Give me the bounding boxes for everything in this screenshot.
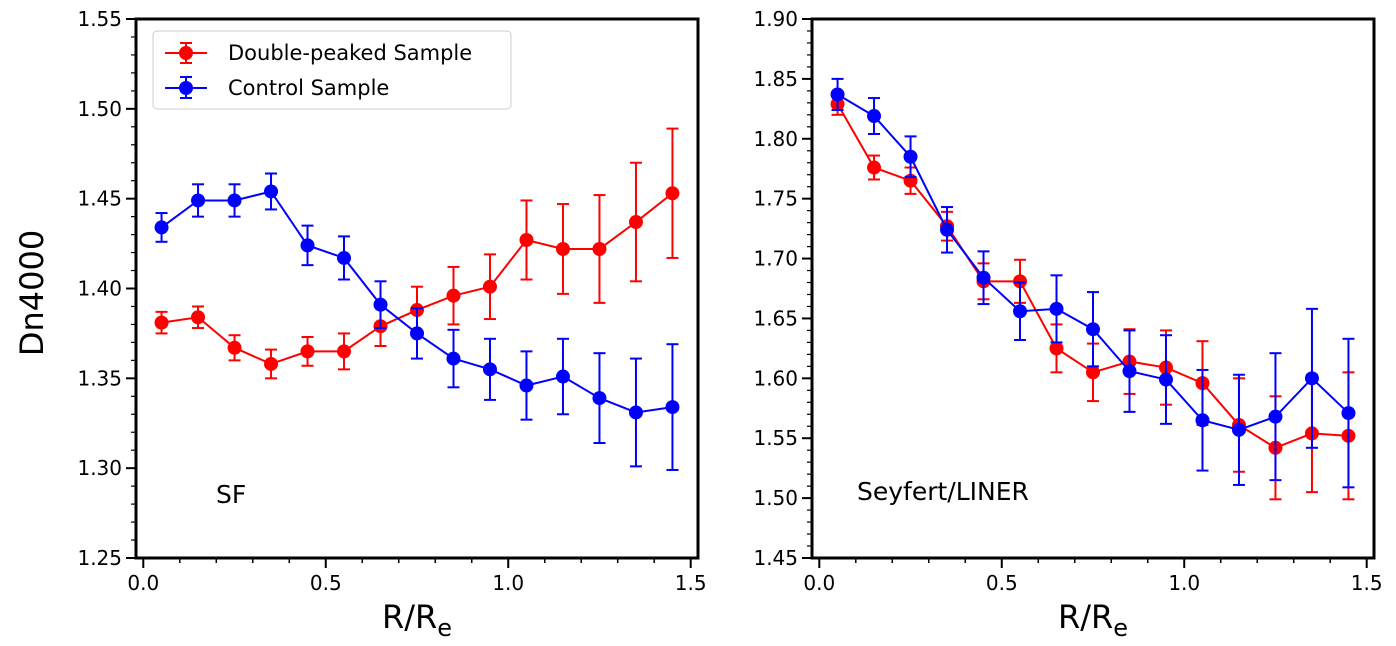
x-tick-label: 0.0 xyxy=(127,571,159,595)
y-tick-label: 1.25 xyxy=(77,546,122,570)
y-tick-label: 1.35 xyxy=(77,366,122,390)
data-point-double-peaked xyxy=(154,315,169,330)
data-point-control xyxy=(555,369,570,384)
data-point-control xyxy=(519,378,534,393)
panel-sf: 0.0 0.5 1.0 1.5 1.25 1.30 1.35 1.40 1.45 1.50 1.55… xyxy=(77,7,706,642)
x-axis-label-seyfert-liner: R/Re xyxy=(1058,598,1128,642)
panel-sf-label: SF xyxy=(216,480,246,509)
data-point-control xyxy=(300,238,315,253)
data-point-control xyxy=(1122,364,1137,379)
y-tick-label: 1.85 xyxy=(753,67,798,91)
data-point-control xyxy=(665,400,680,415)
data-point-control xyxy=(830,87,845,102)
data-point-double-peaked xyxy=(1086,365,1100,380)
y-tick-label: 1.70 xyxy=(753,247,798,271)
y-tick-label: 1.40 xyxy=(77,277,122,301)
legend-label-double-peaked: Double-peaked Sample xyxy=(228,41,472,65)
y-tick-label: 1.50 xyxy=(77,97,122,121)
data-point-control xyxy=(592,391,607,406)
y-tick-label: 1.55 xyxy=(753,426,798,450)
y-tick-label: 1.45 xyxy=(753,546,798,570)
y-tick-label: 1.90 xyxy=(753,7,798,31)
data-point-double-peaked xyxy=(337,344,352,359)
data-point-control xyxy=(264,184,279,199)
data-point-double-peaked xyxy=(264,356,279,371)
data-point-double-peaked xyxy=(519,232,534,247)
data-point-double-peaked xyxy=(300,344,315,359)
data-point-control xyxy=(1231,422,1246,437)
y-tick-label: 1.30 xyxy=(77,456,122,480)
data-point-double-peaked xyxy=(628,215,643,230)
legend-frame xyxy=(152,30,512,110)
data-point-control xyxy=(1013,304,1028,319)
x-tick-label: 0.5 xyxy=(310,571,342,595)
panel-seyfert-liner-frame xyxy=(810,17,1376,560)
series-control-sf xyxy=(154,172,680,471)
panel-sf-ticks: 0.0 0.5 1.0 1.5 1.25 1.30 1.35 1.40 1.45 1.50 1.55 xyxy=(77,7,706,595)
y-tick-label: 1.60 xyxy=(753,366,798,390)
x-tick-label: 1.5 xyxy=(675,571,707,595)
data-point-control xyxy=(1195,413,1210,428)
y-tick-label: 1.55 xyxy=(77,7,122,31)
x-tick-label: 1.0 xyxy=(1168,571,1200,595)
x-tick-label: 1.5 xyxy=(1351,571,1383,595)
legend-label-control: Control Sample xyxy=(228,76,389,100)
data-point-control xyxy=(373,297,388,312)
data-point-control xyxy=(1086,322,1100,337)
panel-seyfert-liner: 0.0 0.5 1.0 1.5 1.45 1.50 1.55 1.60 1.65 1.70 1.75… xyxy=(753,7,1382,642)
data-point-control xyxy=(337,250,352,265)
data-point-double-peaked xyxy=(1049,341,1064,356)
panel-sf-marks xyxy=(154,127,680,471)
legend: Double-peaked Sample Control Sample xyxy=(152,30,512,110)
data-point-double-peaked xyxy=(482,279,497,294)
x-tick-label: 0.0 xyxy=(803,571,835,595)
legend-entry-control: Control Sample xyxy=(165,76,389,100)
legend-marker-control xyxy=(179,81,193,95)
data-point-control xyxy=(1158,372,1173,387)
data-point-control xyxy=(628,405,643,420)
panel-seyfert-liner-label: Seyfert/LINER xyxy=(857,477,1029,506)
y-tick-label: 1.65 xyxy=(753,306,798,330)
data-point-double-peaked xyxy=(191,310,206,325)
data-point-double-peaked xyxy=(592,241,607,256)
data-point-double-peaked xyxy=(665,186,680,201)
data-point-control xyxy=(940,222,955,237)
y-axis-label: Dn4000 xyxy=(13,230,51,356)
legend-entry-double-peaked: Double-peaked Sample xyxy=(165,41,472,65)
data-point-control xyxy=(1049,301,1064,316)
data-point-control xyxy=(867,109,882,124)
panel-seyfert-liner-ticks: 0.0 0.5 1.0 1.5 1.45 1.50 1.55 1.60 1.65 1.70 1.75… xyxy=(753,7,1382,595)
data-point-double-peaked xyxy=(867,160,882,175)
data-point-control xyxy=(446,351,461,366)
x-axis-label-sf: R/Re xyxy=(382,598,452,642)
data-point-control xyxy=(227,193,242,208)
x-tick-label: 0.5 xyxy=(986,571,1018,595)
y-tick-label: 1.45 xyxy=(77,187,122,211)
y-tick-label: 1.50 xyxy=(753,486,798,510)
data-point-control xyxy=(154,220,169,235)
data-point-double-peaked xyxy=(555,241,570,256)
data-point-control xyxy=(1304,371,1319,386)
data-point-control xyxy=(976,270,991,285)
data-point-double-peaked xyxy=(446,288,461,303)
data-point-control xyxy=(1268,409,1283,424)
x-tick-label: 1.0 xyxy=(492,571,524,595)
y-tick-label: 1.80 xyxy=(753,127,798,151)
legend-marker-double-peaked xyxy=(179,46,193,60)
y-tick-label: 1.75 xyxy=(753,187,798,211)
data-point-double-peaked xyxy=(1013,274,1028,289)
data-point-control xyxy=(1341,406,1356,421)
data-point-double-peaked xyxy=(227,340,242,355)
data-point-control xyxy=(410,326,424,341)
series-control-seyfert-liner xyxy=(830,77,1356,489)
data-point-control xyxy=(482,362,497,377)
data-point-control xyxy=(903,149,918,164)
data-point-control xyxy=(191,193,206,208)
panel-seyfert-liner-marks xyxy=(830,77,1356,501)
